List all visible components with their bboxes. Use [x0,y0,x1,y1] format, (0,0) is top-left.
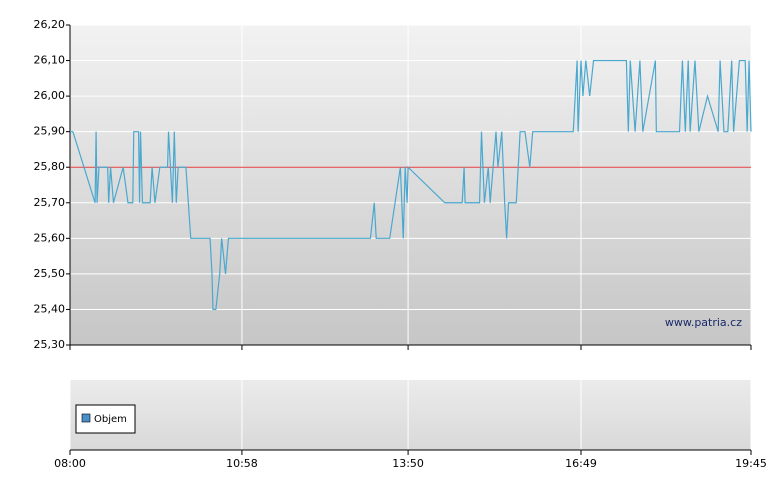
y-tick-label: 25,70 [34,196,66,209]
watermark: www.patria.cz [665,316,742,329]
y-tick-label: 25,60 [34,231,66,244]
x-tick-label: 16:49 [565,457,597,470]
plot-area [70,25,751,345]
y-tick-label: 26,20 [34,18,66,31]
y-tick-label: 25,40 [34,302,66,315]
price-line [70,59,752,311]
volume-area [70,380,751,450]
legend-swatch [81,413,91,423]
x-tick-label: 13:50 [392,457,424,470]
legend-label: Objem [94,414,127,425]
y-tick-label: 25,90 [34,125,66,138]
legend: Objem [75,404,136,434]
y-tick-label: 26,00 [34,89,66,102]
x-tick-label: 19:45 [735,457,767,470]
y-tick-label: 25,80 [34,160,66,173]
x-tick-label: 10:58 [226,457,258,470]
y-tick-label: 25,50 [34,267,66,280]
y-tick-label: 26,10 [34,54,66,67]
x-tick-label: 08:00 [54,457,86,470]
y-tick-label: 25,30 [34,338,66,351]
